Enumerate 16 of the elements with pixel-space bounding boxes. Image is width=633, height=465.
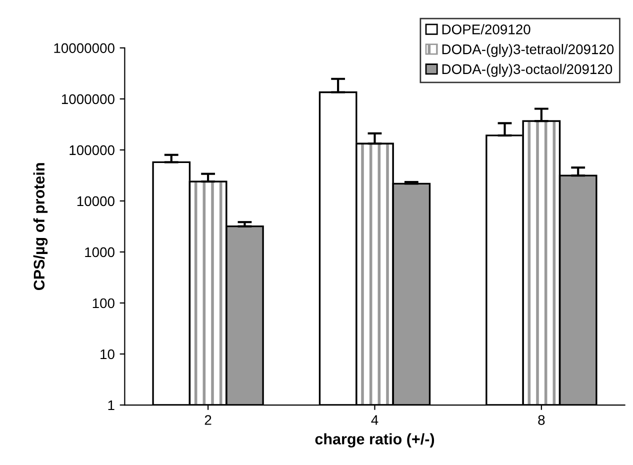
y-tick-label: 1000 [85,247,114,258]
legend-label: DODA-(gly)3-octaol/209120 [442,64,612,77]
y-tick-label: 1000000 [62,94,114,104]
y-tick-label: 10000000 [54,43,114,54]
x-tick-label: 8 [538,415,545,425]
legend-label: DODA-(gly)3-tetraol/209120 [442,44,614,57]
legend-label: DOPE/209120 [442,24,530,34]
x-tick-label: 4 [371,415,378,425]
x-axis-title: charge ratio (+/-) [315,433,434,448]
y-axis-title: CPS/µg of protein [33,163,48,290]
x-tick-label: 2 [204,415,212,425]
y-tick-label: 10000 [77,196,114,206]
y-tick-label: 1 [108,400,114,410]
y-tick-label: 100000 [70,145,114,156]
y-tick-label: 100 [92,298,114,308]
y-tick-label: 10 [100,349,114,360]
